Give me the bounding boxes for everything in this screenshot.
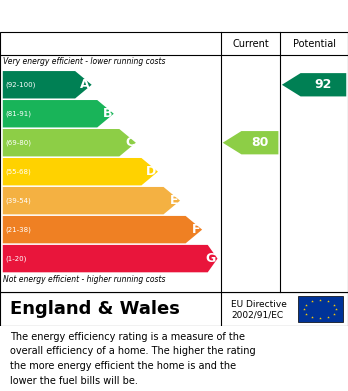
Text: Not energy efficient - higher running costs: Not energy efficient - higher running co…: [3, 275, 166, 284]
Polygon shape: [3, 187, 180, 214]
Text: (81-91): (81-91): [5, 111, 31, 117]
Text: (21-38): (21-38): [5, 226, 31, 233]
Polygon shape: [3, 129, 136, 156]
Text: England & Wales: England & Wales: [10, 300, 180, 318]
Text: The energy efficiency rating is a measure of the
overall efficiency of a home. T: The energy efficiency rating is a measur…: [10, 332, 256, 386]
Polygon shape: [3, 216, 202, 243]
Polygon shape: [3, 245, 218, 272]
Text: F: F: [192, 223, 200, 236]
Text: 2002/91/EC: 2002/91/EC: [231, 311, 284, 320]
Text: Potential: Potential: [293, 39, 335, 49]
Text: Energy Efficiency Rating: Energy Efficiency Rating: [9, 10, 219, 25]
Text: (1-20): (1-20): [5, 255, 26, 262]
Text: B: B: [103, 107, 112, 120]
Polygon shape: [3, 100, 114, 127]
Polygon shape: [3, 71, 92, 99]
Text: Very energy efficient - lower running costs: Very energy efficient - lower running co…: [3, 57, 166, 66]
Polygon shape: [223, 131, 278, 154]
Text: 92: 92: [315, 78, 332, 91]
Text: C: C: [125, 136, 134, 149]
Text: 80: 80: [251, 136, 269, 149]
Polygon shape: [282, 73, 346, 97]
Bar: [298, 296, 343, 322]
Text: A: A: [80, 78, 90, 91]
Text: D: D: [146, 165, 156, 178]
Text: EU Directive: EU Directive: [231, 300, 287, 308]
Polygon shape: [3, 158, 158, 185]
Text: (55-68): (55-68): [5, 169, 31, 175]
Text: Current: Current: [232, 39, 269, 49]
Text: E: E: [170, 194, 178, 207]
Text: (92-100): (92-100): [5, 81, 35, 88]
Text: (69-80): (69-80): [5, 140, 31, 146]
Text: (39-54): (39-54): [5, 197, 31, 204]
Text: G: G: [206, 252, 216, 265]
